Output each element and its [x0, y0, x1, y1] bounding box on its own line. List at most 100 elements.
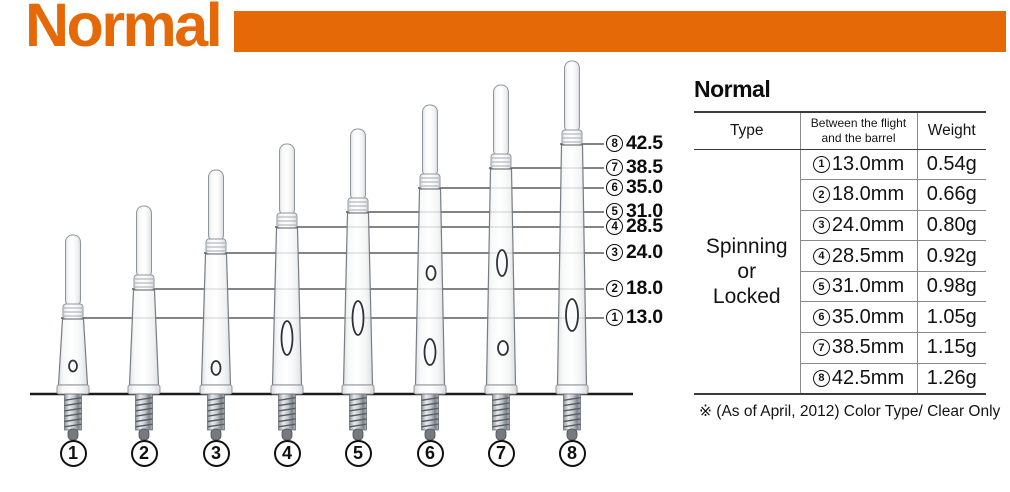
size-cell: 5 31.0mm: [799, 270, 917, 302]
column-header-weight: Weight: [916, 112, 986, 150]
shaft-number-6: 6: [416, 440, 444, 467]
circled-number-icon: 4: [812, 247, 830, 265]
size-value: 13.0: [626, 306, 663, 328]
lock-hole: [210, 360, 222, 376]
spec-table-row-5: 5 31.0mm 0.98g: [694, 270, 986, 302]
column-header-between: Between the flight and the barrel: [799, 112, 917, 150]
dart-shaft-3: [199, 169, 233, 441]
dart-shaft-5: [341, 128, 375, 441]
weight-cell: 0.66g: [916, 179, 986, 211]
shaft-number-8: 8: [558, 440, 586, 467]
lock-hole: [280, 320, 294, 356]
weight-cell: 0.80g: [916, 209, 986, 241]
dart-shaft-6: [413, 104, 447, 441]
shaft-number-2: 2: [130, 440, 158, 467]
spec-table-title: Normal: [694, 76, 771, 102]
spec-table: Type Between the flight and the barrel W…: [694, 111, 986, 395]
size-text: 13.0mm: [831, 152, 905, 175]
shaft-diagram-graphic: [30, 60, 633, 441]
circled-number-icon: 7: [606, 159, 623, 176]
spec-table-row-4: 4 28.5mm 0.92g: [694, 240, 986, 272]
circled-number-icon: 1: [606, 309, 623, 326]
size-label-3: 3 24.0: [606, 241, 663, 264]
type-line: or: [737, 259, 757, 283]
circled-number-icon: 5: [812, 278, 830, 296]
weight-cell: 1.15g: [916, 332, 986, 364]
dart-shaft-8: [555, 60, 589, 441]
circled-number-icon: 7: [812, 339, 830, 357]
type-line: Spinning: [705, 234, 788, 258]
shaft-number-3: 3: [202, 440, 230, 467]
dart-shaft-2: [127, 205, 161, 441]
size-value: 35.0: [626, 176, 663, 198]
spec-table-header-row: Type Between the flight and the barrel W…: [694, 112, 986, 150]
dart-shaft-1: [56, 234, 90, 441]
size-label-2: 2 18.0: [606, 277, 663, 300]
spec-table-row-7: 7 38.5mm 1.15g: [694, 332, 986, 364]
dart-shaft-7: [484, 84, 518, 441]
lock-hole: [496, 249, 508, 277]
size-label-5: 5 31.0: [606, 200, 663, 223]
dart-shaft-4: [270, 143, 304, 441]
size-text: 38.5mm: [831, 336, 905, 359]
spec-table-row-1: Spinning or Locked 1 13.0mm 0.54g: [694, 149, 986, 308]
spec-table-row-6: 6 35.0mm 1.05g: [694, 301, 986, 333]
size-cell: 8 42.5mm: [799, 362, 917, 394]
shaft-number-1: 1: [59, 440, 87, 467]
lock-hole: [425, 265, 437, 281]
circled-number-icon: 3: [812, 216, 830, 234]
size-value: 28.5: [626, 215, 663, 237]
size-cell: 7 38.5mm: [799, 332, 917, 364]
weight-cell: 0.92g: [916, 240, 986, 272]
circled-number-icon: 8: [606, 135, 623, 152]
circled-number-icon: 5: [606, 203, 623, 220]
page-title: Normal: [25, 0, 223, 59]
lock-hole: [351, 300, 365, 336]
shaft-number-5: 5: [344, 440, 372, 467]
shaft-number-7: 7: [487, 440, 515, 467]
size-text: 42.5mm: [831, 366, 905, 389]
size-text: 24.0mm: [831, 213, 905, 236]
size-label-1: 1 13.0: [606, 306, 663, 329]
size-cell: 6 35.0mm: [799, 301, 917, 333]
size-text: 18.0mm: [831, 183, 905, 206]
weight-cell: 0.98g: [916, 270, 986, 302]
circled-number-icon: 2: [812, 186, 830, 204]
weight-cell: 0.54g: [916, 149, 986, 180]
circled-number-icon: 6: [812, 308, 830, 326]
size-cell: 3 24.0mm: [799, 209, 917, 241]
weight-cell: 1.05g: [916, 301, 986, 333]
type-line: Locked: [712, 284, 781, 308]
weight-cell: 1.26g: [916, 362, 986, 394]
size-text: 28.5mm: [831, 244, 905, 267]
spec-table-row-3: 3 24.0mm 0.80g: [694, 209, 986, 241]
size-label-7: 7 38.5: [606, 156, 663, 179]
size-value: 42.5: [626, 132, 663, 154]
circled-number-icon: 3: [606, 244, 623, 261]
spec-table-row-2: 2 18.0mm 0.66g: [694, 179, 986, 211]
size-value: 24.0: [626, 241, 663, 263]
size-text: 35.0mm: [831, 305, 905, 328]
size-value: 18.0: [626, 277, 663, 299]
circled-number-icon: 8: [812, 369, 830, 387]
circled-number-icon: 2: [606, 280, 623, 297]
size-value: 38.5: [626, 156, 663, 178]
size-label-8: 8 42.5: [606, 132, 663, 155]
size-cell: 1 13.0mm: [799, 149, 917, 180]
lock-hole: [423, 338, 437, 366]
circled-number-icon: 6: [606, 179, 623, 196]
lock-hole: [565, 298, 579, 332]
shaft-number-4: 4: [273, 440, 301, 467]
column-header-type: Type: [694, 112, 800, 150]
size-cell: 4 28.5mm: [799, 240, 917, 272]
title-banner-bar: [234, 11, 1006, 52]
size-label-6: 6 35.0: [606, 176, 663, 199]
spec-table-row-8: 8 42.5mm 1.26g: [694, 362, 986, 394]
size-value: 31.0: [626, 200, 663, 222]
size-cell: 2 18.0mm: [799, 179, 917, 211]
lock-hole: [68, 359, 78, 373]
type-cell: Spinning or Locked: [694, 149, 800, 394]
lock-hole: [497, 340, 509, 356]
circled-number-icon: 1: [812, 155, 830, 173]
